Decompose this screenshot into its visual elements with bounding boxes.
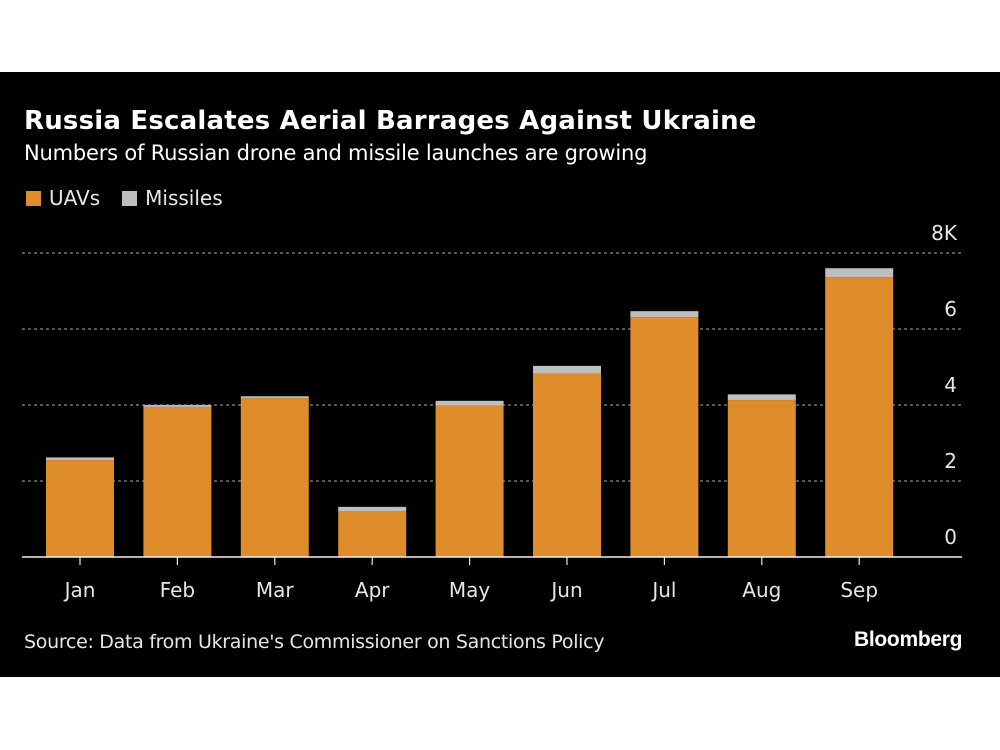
bar-missiles-jul — [630, 311, 699, 318]
bar-uavs-jun — [533, 373, 601, 557]
legend-label-missiles: Missiles — [145, 186, 223, 210]
y-tick-label: 2 — [944, 449, 957, 473]
x-tick-label: Mar — [256, 578, 295, 602]
bar-uavs-aug — [727, 400, 796, 557]
y-tick-label: 8K — [931, 221, 958, 245]
bar-uavs-apr — [338, 511, 407, 557]
bar-chart: Jan Feb Mar Apr May Jun Jul Aug Sep 0 2 4 6 8K — [22, 221, 962, 602]
chart-subtitle: Numbers of Russian drone and missile lau… — [24, 141, 648, 165]
x-tick-label: Jul — [650, 578, 676, 602]
bar-uavs-mar — [240, 398, 309, 557]
chart-title: Russia Escalates Aerial Barrages Against… — [24, 106, 757, 136]
legend-item-uavs: UAVs — [26, 186, 100, 210]
bar-uavs-jul — [630, 317, 699, 557]
y-tick-label: 6 — [944, 297, 957, 321]
bar-missiles-jun — [533, 365, 601, 374]
bar-uavs-sep — [825, 277, 894, 557]
x-tick-label: Sep — [840, 578, 878, 602]
bar-missiles-aug — [727, 394, 796, 401]
x-axis: Jan Feb Mar Apr May Jun Jul Aug Sep — [22, 556, 962, 602]
bar-uavs-feb — [143, 406, 212, 557]
source-note: Source: Data from Ukraine's Commissioner… — [24, 631, 605, 653]
y-tick-label: 4 — [944, 373, 957, 397]
bar-missiles-mar — [240, 396, 309, 399]
bloomberg-logo: Bloomberg — [854, 628, 963, 651]
bar-missiles-jan — [46, 457, 114, 461]
legend-swatch-uavs — [26, 190, 41, 206]
x-tick-label: Aug — [742, 578, 781, 602]
legend-label-uavs: UAVs — [49, 186, 101, 210]
legend: UAVs Missiles — [26, 186, 245, 210]
bars — [46, 268, 894, 557]
bar-missiles-apr — [338, 506, 407, 512]
chart-panel: Russia Escalates Aerial Barrages Against… — [0, 72, 1000, 677]
x-tick-label: May — [449, 578, 491, 602]
legend-item-missiles: Missiles — [122, 186, 223, 210]
bar-missiles-feb — [143, 405, 212, 407]
y-tick-label: 0 — [944, 525, 957, 549]
y-axis-labels: 0 2 4 6 8K — [931, 221, 958, 549]
bar-missiles-sep — [825, 268, 894, 278]
bar-uavs-jan — [46, 460, 114, 557]
legend-swatch-missiles — [122, 190, 138, 206]
x-tick-label: Jan — [63, 578, 96, 602]
bar-missiles-may — [435, 400, 504, 406]
x-tick-label: Jun — [549, 578, 582, 602]
x-tick-label: Feb — [160, 578, 195, 602]
bar-uavs-may — [435, 405, 504, 557]
x-tick-label: Apr — [355, 578, 390, 602]
